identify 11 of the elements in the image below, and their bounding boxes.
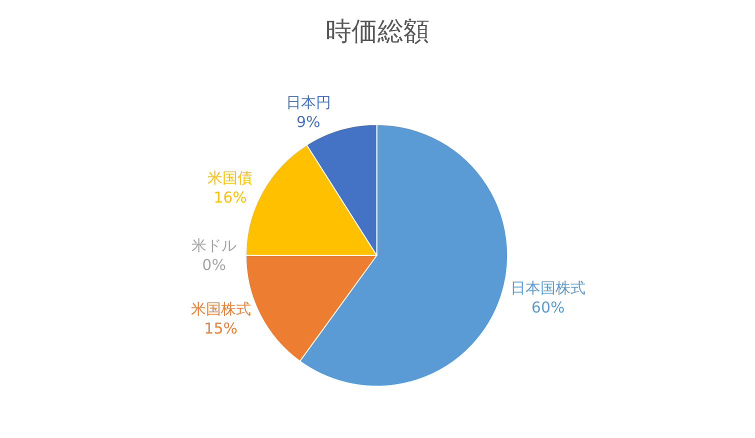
data-label: 15% xyxy=(204,319,238,338)
data-label: 60% xyxy=(531,298,565,316)
data-label: 9% xyxy=(296,113,320,132)
slice-label: 米国債 xyxy=(208,169,253,188)
slice-label: 米国株式 xyxy=(190,300,251,318)
category-label: 米ドル xyxy=(192,236,237,255)
text: 0% xyxy=(202,256,226,274)
data-label: 16% xyxy=(214,188,247,207)
slice-label: 日本円 xyxy=(286,94,331,112)
chart-title: 時価総額 xyxy=(326,16,430,47)
slice-label: 日本国株式 xyxy=(510,278,586,297)
